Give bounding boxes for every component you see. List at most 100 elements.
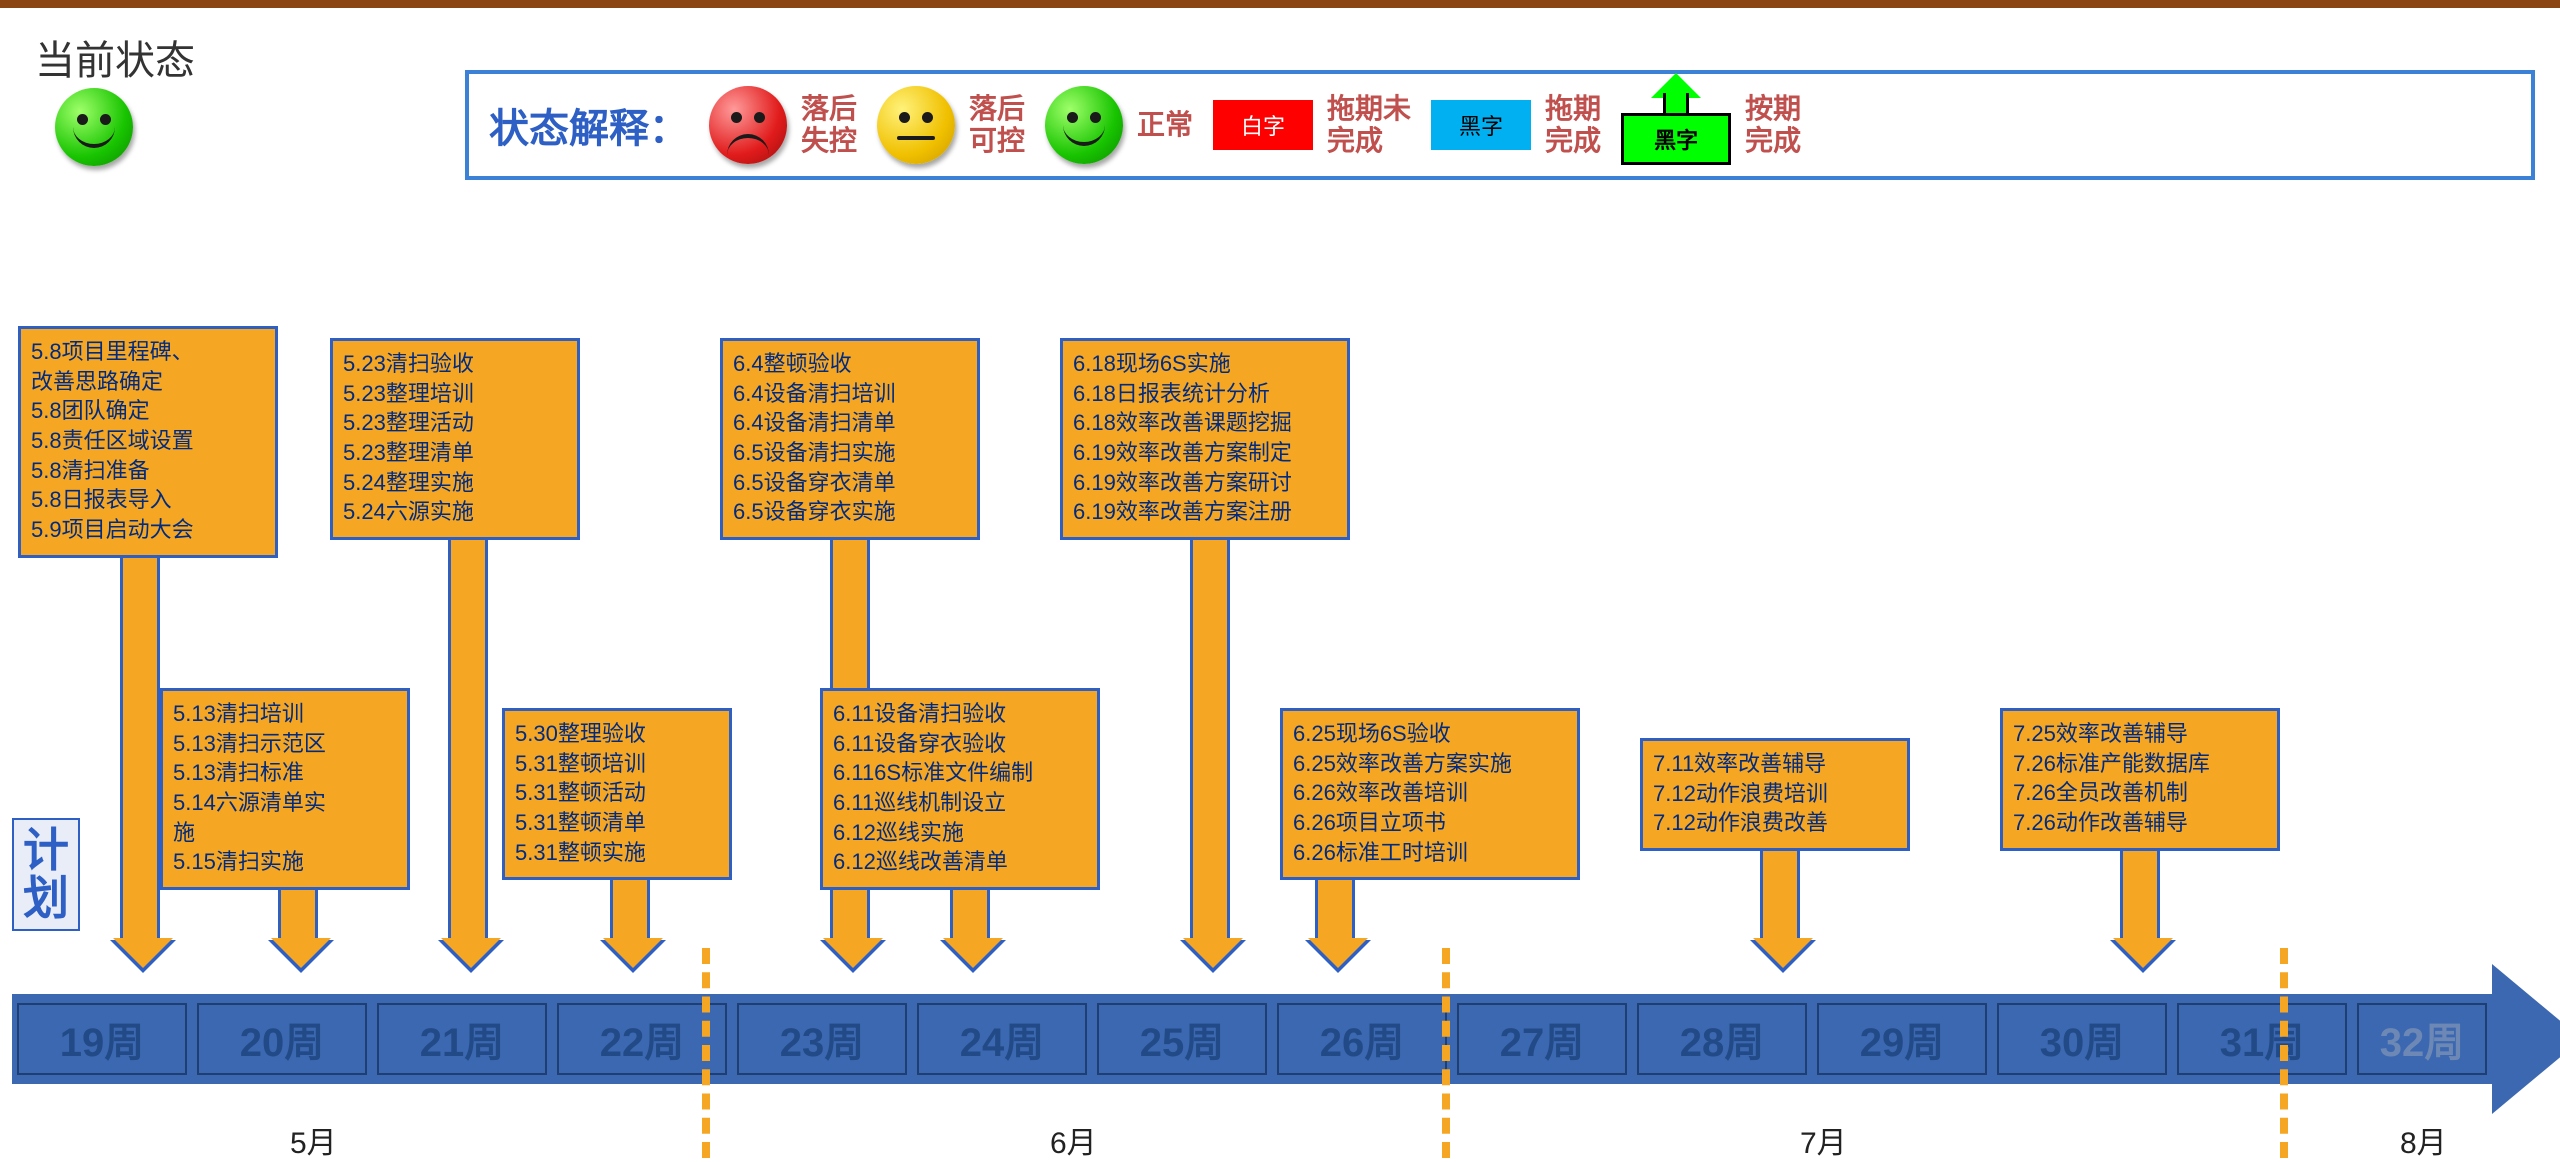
timeline-arrow-head-icon (2492, 964, 2560, 1114)
milestone-line: 5.8日报表导入 (31, 485, 265, 515)
milestone-pointer-icon (610, 880, 650, 940)
milestone-line: 6.4设备清扫清单 (733, 408, 967, 438)
smiley-green-icon (1045, 86, 1123, 164)
smiley-red-icon (709, 86, 787, 164)
legend-item-ontime-complete: 黑字 按期完成 (1621, 85, 1801, 165)
month-label: 5月 (290, 1118, 337, 1162)
milestone-pointer-icon (448, 540, 488, 940)
month-label: 8月 (2400, 1118, 2447, 1162)
milestone-line: 5.13清扫培训 (173, 699, 397, 729)
week-cell: 19周 (17, 1003, 187, 1075)
legend-item-red: 落后失控 (709, 86, 857, 164)
milestone-line: 6.19效率改善方案研讨 (1073, 468, 1337, 498)
milestone-line: 5.23清扫验收 (343, 349, 567, 379)
week-label: 29周 (1860, 1010, 1945, 1068)
week-cell: 28周 (1637, 1003, 1807, 1075)
week-label: 20周 (240, 1010, 325, 1068)
legend-text: 正常 (1137, 109, 1193, 141)
week-label: 22周 (600, 1010, 685, 1068)
swatch-green-arrow-icon: 黑字 (1621, 85, 1731, 165)
milestone-line: 7.26动作改善辅导 (2013, 808, 2267, 838)
milestone-line: 6.12巡线实施 (833, 818, 1087, 848)
legend-title: 状态解释： (489, 96, 689, 154)
milestone-line: 6.4设备清扫培训 (733, 379, 967, 409)
milestone-line: 6.4整顿验收 (733, 349, 967, 379)
milestone-line: 7.26全员改善机制 (2013, 778, 2267, 808)
milestone-box: 7.11效率改善辅导7.12动作浪费培训7.12动作浪费改善 (1640, 738, 1910, 851)
week-label: 27周 (1500, 1010, 1585, 1068)
milestone-line: 5.30整理验收 (515, 719, 719, 749)
current-status-label: 当前状态 (35, 28, 195, 86)
diagram-canvas: 当前状态 状态解释： 落后失控 落后可控 正常 白字 拖期未完成 黑字 拖期完成 (0, 0, 2560, 1160)
milestone-line: 6.11设备清扫验收 (833, 699, 1087, 729)
milestone-pointer-icon (950, 890, 990, 940)
milestone-line: 6.19效率改善方案制定 (1073, 438, 1337, 468)
week-label: 30周 (2040, 1010, 2125, 1068)
milestone-pointer-icon (1760, 851, 1800, 940)
milestone-line: 改善思路确定 (31, 367, 265, 397)
week-label: 25周 (1140, 1010, 1225, 1068)
week-label: 21周 (420, 1010, 505, 1068)
legend-text: 落后可控 (969, 93, 1025, 157)
milestone-line: 5.8团队确定 (31, 396, 265, 426)
timeline-arrow: 19周20周21周22周23周24周25周26周27周28周29周30周31周3… (12, 994, 2492, 1084)
milestone-line: 5.9项目启动大会 (31, 515, 265, 545)
milestone-line: 5.31整顿实施 (515, 838, 719, 868)
milestone-line: 6.26项目立项书 (1293, 808, 1567, 838)
legend-box: 状态解释： 落后失控 落后可控 正常 白字 拖期未完成 黑字 拖期完成 黑字 按… (465, 70, 2535, 180)
legend-item-overdue-incomplete: 白字 拖期未完成 (1213, 93, 1411, 157)
plan-label: 计划 (12, 818, 80, 931)
milestone-line: 6.18日报表统计分析 (1073, 379, 1337, 409)
milestone-line: 6.11设备穿衣验收 (833, 729, 1087, 759)
month-divider (702, 948, 710, 1158)
milestone-box: 5.13清扫培训5.13清扫示范区5.13清扫标准5.14六源清单实施5.15清… (160, 688, 410, 890)
milestone-pointer-icon (2120, 851, 2160, 940)
week-label: 28周 (1680, 1010, 1765, 1068)
milestone-line: 7.12动作浪费培训 (1653, 779, 1897, 809)
legend-text: 落后失控 (801, 93, 857, 157)
milestone-line: 6.18效率改善课题挖掘 (1073, 408, 1337, 438)
milestone-line: 7.26标准产能数据库 (2013, 749, 2267, 779)
month-divider (1442, 948, 1450, 1158)
swatch-red: 白字 (1213, 100, 1313, 150)
milestone-box: 6.18现场6S实施6.18日报表统计分析6.18效率改善课题挖掘6.19效率改… (1060, 338, 1350, 540)
milestone-line: 6.5设备穿衣清单 (733, 468, 967, 498)
legend-text: 拖期完成 (1545, 93, 1601, 157)
week-cell: 30周 (1997, 1003, 2167, 1075)
week-label: 32周 (2380, 1010, 2465, 1068)
week-cell: 25周 (1097, 1003, 1267, 1075)
milestone-line: 7.25效率改善辅导 (2013, 719, 2267, 749)
month-divider (2280, 948, 2288, 1158)
milestone-line: 5.31整顿活动 (515, 778, 719, 808)
milestone-line: 5.23整理培训 (343, 379, 567, 409)
milestone-line: 5.23整理活动 (343, 408, 567, 438)
milestone-line: 6.19效率改善方案注册 (1073, 497, 1337, 527)
legend-text: 按期完成 (1745, 93, 1801, 157)
week-label: 19周 (60, 1010, 145, 1068)
milestone-line: 5.13清扫标准 (173, 758, 397, 788)
week-cell: 29周 (1817, 1003, 1987, 1075)
month-label: 7月 (1800, 1118, 1847, 1162)
milestone-line: 6.116S标准文件编制 (833, 758, 1087, 788)
milestone-line: 7.12动作浪费改善 (1653, 808, 1897, 838)
milestone-line: 6.11巡线机制设立 (833, 788, 1087, 818)
milestone-line: 7.11效率改善辅导 (1653, 749, 1897, 779)
week-cell: 21周 (377, 1003, 547, 1075)
milestone-pointer-icon (278, 890, 318, 940)
milestone-box: 5.30整理验收5.31整顿培训5.31整顿活动5.31整顿清单5.31整顿实施 (502, 708, 732, 880)
week-cell: 26周 (1277, 1003, 1447, 1075)
smiley-green-icon (55, 88, 133, 166)
week-label: 23周 (780, 1010, 865, 1068)
week-cell: 24周 (917, 1003, 1087, 1075)
milestone-line: 5.8清扫准备 (31, 456, 265, 486)
milestone-line: 6.25现场6S验收 (1293, 719, 1567, 749)
milestone-line: 5.24六源实施 (343, 497, 567, 527)
milestone-box: 6.25现场6S验收6.25效率改善方案实施6.26效率改善培训6.26项目立项… (1280, 708, 1580, 880)
milestone-box: 7.25效率改善辅导7.26标准产能数据库7.26全员改善机制7.26动作改善辅… (2000, 708, 2280, 851)
week-cell: 27周 (1457, 1003, 1627, 1075)
week-cell: 32周 (2357, 1003, 2487, 1075)
milestone-line: 5.8责任区域设置 (31, 426, 265, 456)
milestone-line: 5.14六源清单实 (173, 788, 397, 818)
milestone-line: 6.5设备穿衣实施 (733, 497, 967, 527)
milestone-line: 5.13清扫示范区 (173, 729, 397, 759)
